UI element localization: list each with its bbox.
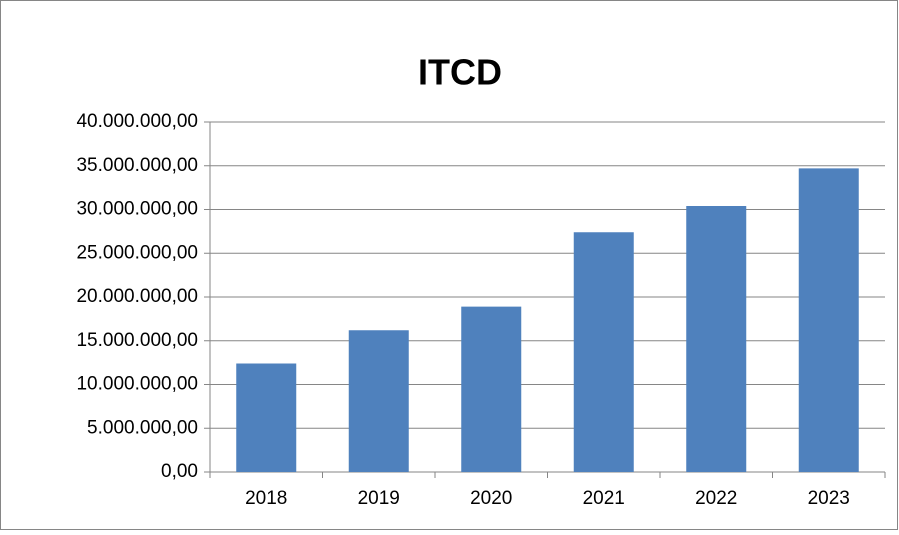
y-tick-label: 10.000.000,00 [76,374,198,395]
chart-title: ITCD [418,52,502,93]
bar [686,206,747,472]
bar [573,232,634,472]
x-tick-label: 2020 [470,488,512,509]
bar [348,330,409,472]
y-tick-label: 30.000.000,00 [76,199,198,220]
bar [461,306,522,472]
bar [798,168,859,472]
y-tick-label: 5.000.000,00 [87,417,198,438]
y-tick-label: 40.000.000,00 [76,111,198,132]
x-tick-label: 2019 [358,488,400,509]
y-tick-label: 15.000.000,00 [76,330,198,351]
y-tick-label: 20.000.000,00 [76,286,198,307]
x-tick-label: 2023 [808,488,850,509]
bar [236,363,297,472]
y-tick-label: 25.000.000,00 [76,242,198,263]
y-tick-label: 0,00 [161,461,198,482]
y-tick-label: 35.000.000,00 [76,155,198,176]
x-tick-label: 2021 [583,488,625,509]
x-tick-label: 2022 [695,488,737,509]
x-tick-label: 2018 [245,488,287,509]
